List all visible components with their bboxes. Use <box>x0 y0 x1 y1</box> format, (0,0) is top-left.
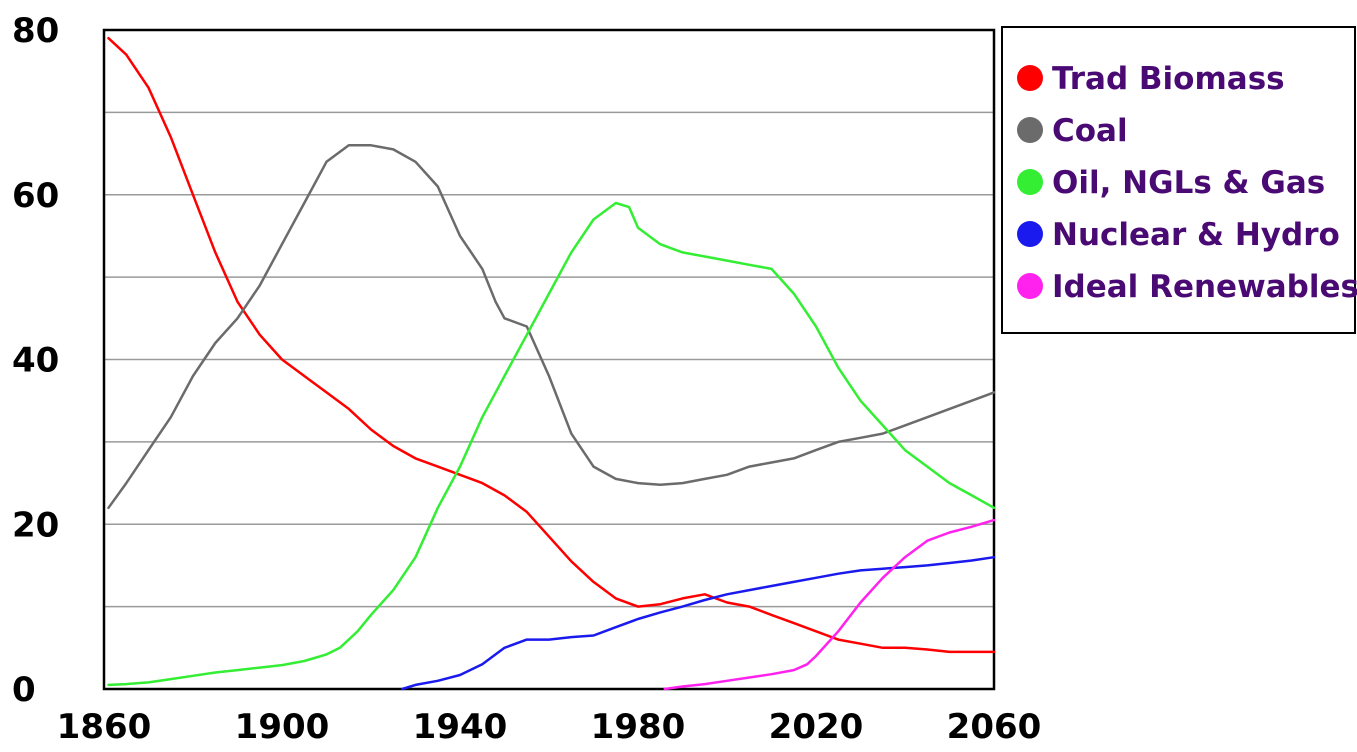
series-line-nuclear-hydro <box>400 555 996 691</box>
grid-lines <box>104 111 994 608</box>
legend-marker-oil-ngls-gas <box>1017 169 1043 195</box>
series-line-ideal-renewables <box>663 518 996 691</box>
legend-marker-trad-biomass <box>1017 65 1043 91</box>
legend-marker-ideal-renewables <box>1017 273 1043 299</box>
legend-label-trad-biomass: Trad Biomass <box>1052 61 1285 97</box>
x-tick-label: 1900 <box>235 707 330 747</box>
y-tick-label: 0 <box>12 670 36 710</box>
legend-label-coal: Coal <box>1052 113 1128 149</box>
series-line-oil-ngls-gas <box>107 201 996 687</box>
x-tick-label: 2060 <box>947 707 1042 747</box>
y-axis-ticks: 0 20 40 60 80 <box>12 11 59 710</box>
series-lines <box>107 36 996 691</box>
x-tick-label: 1940 <box>413 707 508 747</box>
x-tick-label: 2020 <box>769 707 864 747</box>
y-tick-label: 80 <box>12 11 59 51</box>
x-axis-ticks: 1860 1900 1940 1980 2020 2060 <box>57 707 1042 747</box>
y-tick-label: 40 <box>12 341 59 381</box>
legend-box <box>1001 26 1356 334</box>
x-tick-label: 1980 <box>591 707 686 747</box>
x-tick-label: 1860 <box>57 707 152 747</box>
legend-marker-nuclear-hydro <box>1017 221 1043 247</box>
y-tick-label: 20 <box>12 505 59 545</box>
plot-frame <box>102 28 996 691</box>
series-line-coal <box>107 144 996 510</box>
y-tick-label: 60 <box>12 176 59 216</box>
legend-label-ideal-renewables: Ideal Renewables <box>1052 269 1357 305</box>
legend: Trad Biomass Coal Oil, NGLs & Gas Nuclear &… <box>1001 26 1357 334</box>
series-line-trad-biomass <box>107 36 996 654</box>
legend-label-oil-ngls-gas: Oil, NGLs & Gas <box>1052 165 1325 201</box>
legend-label-nuclear-hydro: Nuclear & Hydro <box>1052 217 1340 253</box>
legend-marker-coal <box>1017 117 1043 143</box>
